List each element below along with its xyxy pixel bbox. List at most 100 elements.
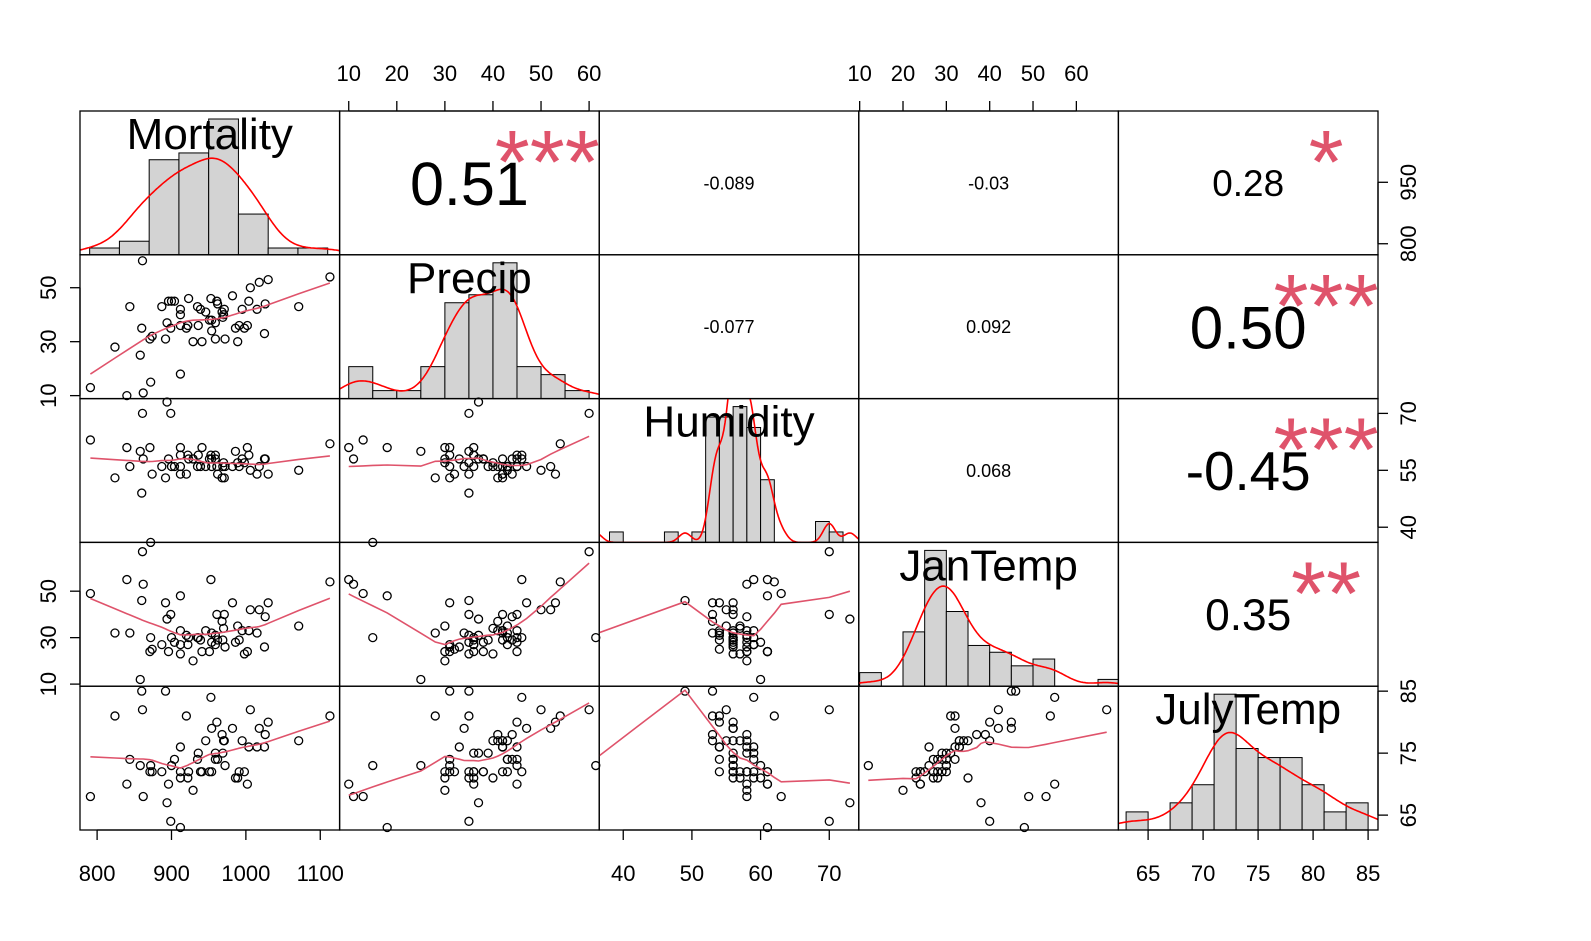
x-tick-label: 50 [680,861,704,886]
scatter-point [110,628,120,638]
scatter-point [227,291,238,301]
scatter-point [234,320,244,331]
scatter-point [464,816,474,826]
scatter-point [824,547,834,557]
scatter-point [85,382,96,393]
scatter-point [497,742,508,752]
scatter-point [175,591,186,601]
scatter-point [244,626,254,636]
scatter-point [195,767,206,777]
smooth-line [90,455,330,466]
scatter-point [555,577,565,587]
scatter-point [473,798,484,808]
correlation-value: 0.51 [410,150,529,218]
y-tick-label: 40 [1396,515,1421,539]
scatter-point [234,767,244,777]
scatter-point [181,711,192,721]
scatter-point [137,547,148,557]
scatter-point [464,595,474,606]
scatter-point [469,450,479,460]
scatter-point [762,767,773,777]
scatter-point [440,646,450,657]
scatter-point [242,779,253,789]
scatter-point [440,442,450,453]
scatter-point [464,609,474,620]
y-tick-label: 10 [36,672,61,696]
scatter-point [325,711,335,721]
scatter-point [157,461,167,472]
scatter-point [344,779,354,789]
scatter-point [749,754,759,764]
scatter-point [478,646,488,657]
panel-frame [858,685,1120,831]
scatter-point [1011,686,1021,696]
histogram-bar [540,374,566,399]
scatter-point [210,754,221,764]
scatter-point [980,729,990,740]
x-tick-label: 50 [1021,61,1045,86]
scatter-point [497,736,508,746]
scatter-point [950,711,960,721]
scatter-point [197,442,207,453]
scatter-point [166,296,177,306]
scatter-point [769,711,779,721]
scatter-point [220,642,230,652]
scatter-point [963,773,973,783]
histogram-bar [967,644,991,687]
smooth-line [599,590,851,637]
scatter-point [169,296,180,306]
histogram-bar [396,390,422,399]
scatter-point [157,767,167,777]
scatter-point [946,711,956,721]
histogram-bar [1191,784,1215,831]
scatter-point [166,609,176,620]
scatter-point [742,656,752,666]
scatter-point [192,754,203,764]
scatter-point [163,646,174,657]
scatter-point [742,742,752,752]
scatter-point [175,822,186,833]
scatter-point [195,635,206,645]
y-tick-label: 30 [36,329,61,353]
scatter-point [728,748,738,758]
scatter-point [941,760,951,771]
scatter-point [483,461,493,472]
scatter-point [416,446,426,456]
scatter-point [963,736,973,746]
scatter-point [714,742,725,752]
scatter-point [714,754,725,764]
scatter-point [254,605,264,615]
scatter-point [183,293,194,304]
scatter-point [742,646,752,657]
scatter-point [454,642,464,652]
scatter-point [382,822,392,833]
scatter-point [749,574,759,585]
correlation-value: -0.45 [1186,440,1311,502]
scatter-point [449,469,460,479]
x-tick-label: 60 [577,61,601,86]
scatter-point [325,577,335,587]
x-tick-label: 20 [385,61,409,86]
scatter-point [1006,686,1017,696]
scatter-point [742,736,752,746]
scatter-point [707,609,718,620]
smooth-line [599,689,851,784]
y-tick-label: 65 [1396,803,1421,827]
scatter-point [259,642,270,652]
smooth-line [90,720,331,769]
scatter-point [459,461,469,472]
scatter-point [555,439,565,449]
scatter-point [382,442,392,453]
scatter-point [478,767,488,777]
scatter-point [985,816,995,826]
scatter-point [445,686,455,696]
scatter-point [207,326,217,336]
scatter-point [493,616,503,627]
scatter-point [157,639,167,650]
scatter-point [749,773,759,783]
scatter-point [445,754,455,764]
scatter-point [507,754,517,764]
scatter-point [478,637,488,647]
significance-stars: *** [495,113,600,213]
scatter-point [212,296,222,306]
